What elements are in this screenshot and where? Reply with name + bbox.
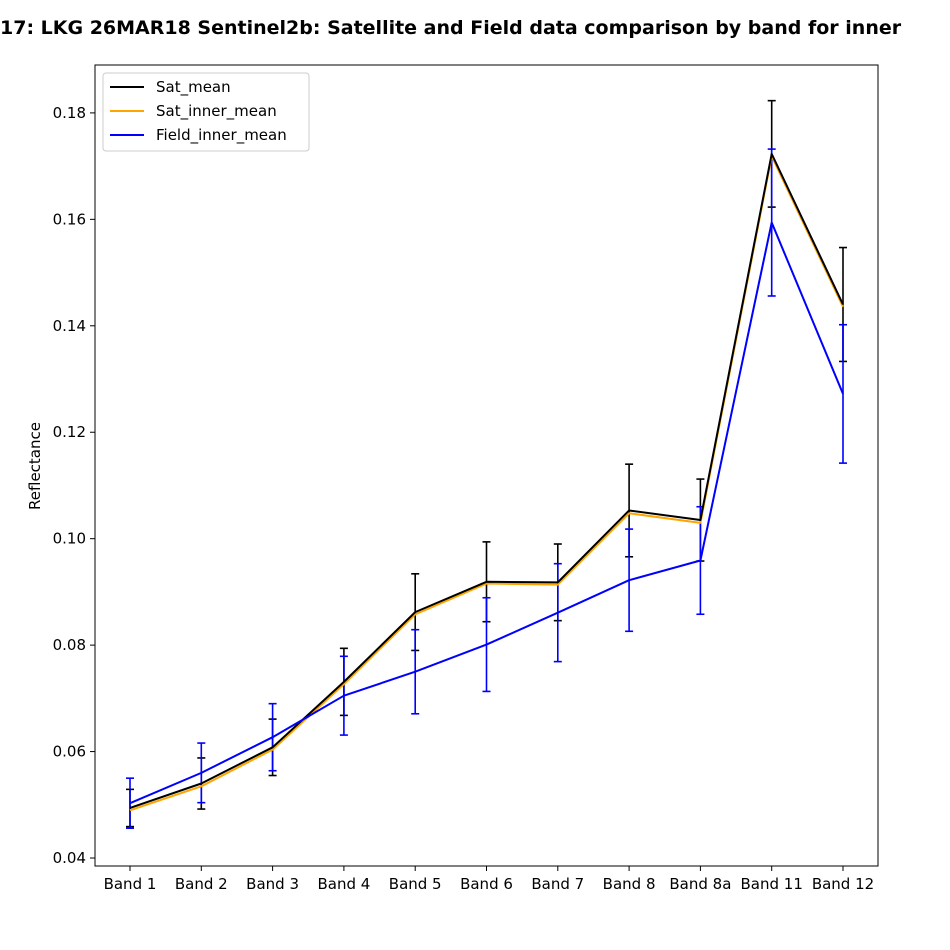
y-tick-label: 0.08 [53, 636, 86, 654]
y-axis-label: Reflectance [26, 422, 44, 510]
x-tick-label: Band 7 [531, 875, 584, 893]
legend-label: Field_inner_mean [156, 126, 287, 145]
y-tick-label: 0.16 [53, 210, 86, 228]
y-axis: 0.04 0.06 0.08 0.10 0.12 0.14 0.16 0.18 [53, 104, 95, 867]
x-tick-label: Band 8a [669, 875, 731, 893]
x-tick-label: Band 4 [317, 875, 370, 893]
series-line-field-inner-mean [129, 221, 844, 805]
x-tick-label: Band 5 [389, 875, 442, 893]
x-tick-label: Band 12 [812, 875, 874, 893]
x-tick-label: Band 8 [603, 875, 656, 893]
chart-title: 17: LKG 26MAR18 Sentinel2b: Satellite an… [0, 17, 902, 39]
x-tick-label: Band 6 [460, 875, 513, 893]
y-tick-label: 0.12 [53, 423, 86, 441]
y-tick-label: 0.18 [53, 104, 86, 122]
plot-area [95, 65, 878, 866]
legend-frame [102, 72, 310, 152]
y-tick-label: 0.06 [53, 743, 86, 761]
x-tick-label: Band 11 [741, 875, 803, 893]
y-tick-label: 0.14 [53, 317, 86, 335]
legend: Sat_mean Sat_inner_mean Field_inner_mean [102, 72, 310, 152]
x-tick-label: Band 2 [175, 875, 228, 893]
legend-label: Sat_inner_mean [156, 102, 277, 121]
x-axis: Band 1 Band 2 Band 3 Band 4 Band 5 Band 6 Band… [104, 866, 874, 893]
y-tick-label: 0.04 [53, 849, 86, 867]
series-lines [129, 152, 844, 812]
x-tick-label: Band 3 [246, 875, 299, 893]
series-layer [126, 99, 847, 830]
series-line-sat-mean [129, 152, 844, 809]
x-tick-label: Band 1 [104, 875, 157, 893]
legend-label: Sat_mean [156, 78, 231, 97]
y-tick-label: 0.10 [53, 530, 86, 548]
